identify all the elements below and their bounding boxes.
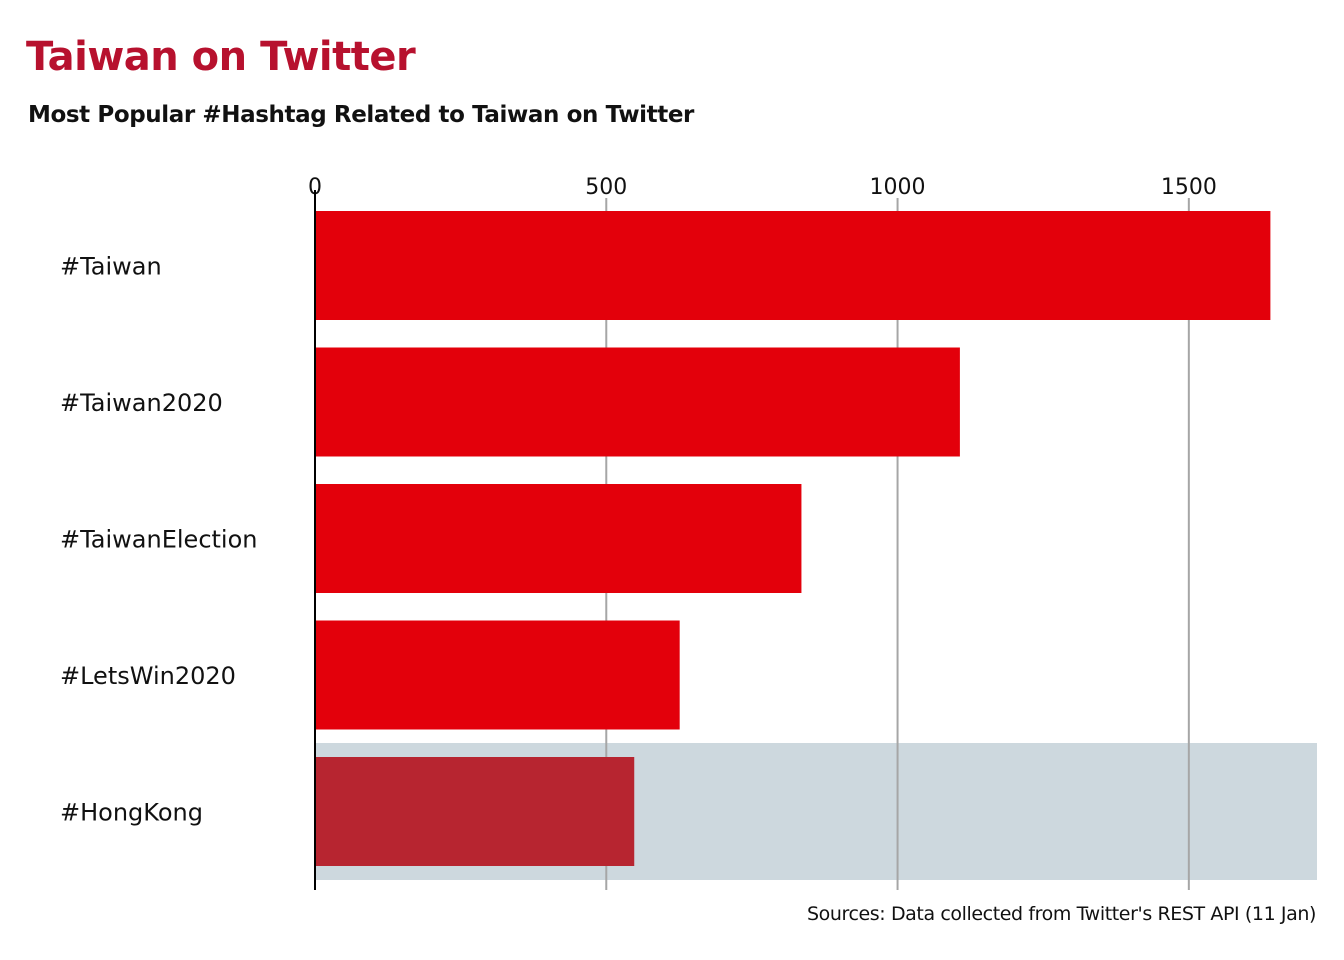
x-tick-label: 1000 [870,175,926,200]
bar-taiwan2020 [315,347,960,457]
bar-taiwan [315,211,1271,320]
category-label: #TaiwanElection [60,526,257,554]
bar-letswin2020 [315,620,680,730]
x-tick-label: 0 [308,175,322,200]
x-tick-label: 500 [585,175,627,200]
source-note: Sources: Data collected from Twitter's R… [806,903,1316,925]
bar-hongkong [315,757,635,866]
x-tick-label: 1500 [1161,175,1217,200]
chart-title: Taiwan on Twitter [26,34,416,80]
category-label: #Taiwan [60,253,162,281]
bar-taiwanelection [315,484,802,593]
category-label: #HongKong [60,799,203,827]
chart-subtitle: Most Popular #Hashtag Related to Taiwan … [28,102,694,128]
category-label: #Taiwan2020 [60,389,223,417]
category-label: #LetsWin2020 [60,662,236,690]
